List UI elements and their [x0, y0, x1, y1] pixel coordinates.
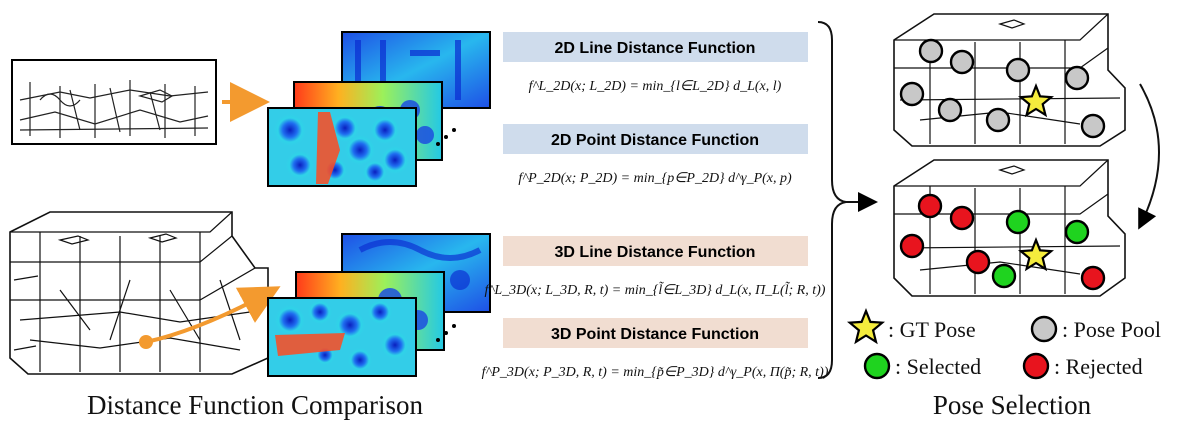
- svg-text:: GT Pose: : GT Pose: [888, 317, 976, 342]
- rejected-pose-marker: [899, 233, 925, 259]
- selected-pose-marker: [991, 263, 1017, 289]
- legend: : GT Pose : Pose Pool : Selected : Rejec…: [846, 308, 1161, 380]
- selected-pose-marker: [1005, 209, 1031, 235]
- function-2d-point: 2D Point Distance Function f^P_2D(x; P_2…: [503, 124, 808, 186]
- function-title: 3D Point Distance Function: [551, 326, 759, 343]
- 3d-line-map-sketch: [9, 211, 269, 375]
- 3d-distance-map-stack: [267, 233, 491, 377]
- arrow-right-icon: [145, 286, 281, 344]
- selected-pose-building: [893, 159, 1126, 297]
- gray-circle-icon: [1030, 315, 1058, 343]
- pose-pool-marker: [937, 97, 963, 123]
- caption-distance-function-comparison: Distance Function Comparison: [87, 390, 423, 420]
- function-formula: f^L_3D(x; L_3D, R, t) = min_{l̃∈L_3D} d_…: [485, 281, 826, 298]
- svg-text:: Pose Pool: : Pose Pool: [1062, 317, 1161, 342]
- function-formula: f^P_3D(x; P_3D, R, t) = min_{p̃∈P_3D} d^…: [482, 365, 829, 380]
- selected-pose-marker: [1064, 219, 1090, 245]
- pose-pool-building: [893, 13, 1126, 147]
- rejected-pose-marker: [917, 193, 943, 219]
- legend-pose-pool: : Pose Pool: [1030, 315, 1161, 343]
- panorama-line-sketch: [11, 59, 217, 145]
- function-title: 2D Line Distance Function: [555, 40, 756, 57]
- pose-pool-marker: [918, 38, 944, 64]
- svg-text:: Selected: : Selected: [895, 354, 981, 379]
- green-circle-icon: [863, 352, 891, 380]
- legend-selected: : Selected: [863, 352, 981, 380]
- gt-pose-star-icon: [1018, 83, 1054, 118]
- gt-pose-star-icon: [1018, 237, 1054, 272]
- function-3d-point: 3D Point Distance Function f^P_3D(x; P_3…: [482, 318, 829, 380]
- red-circle-icon: [1022, 352, 1050, 380]
- legend-gt-pose: : GT Pose: [846, 308, 976, 345]
- pose-pool-marker: [949, 49, 975, 75]
- function-formula: f^L_2D(x; L_2D) = min_{l∈L_2D} d_L(x, l): [529, 79, 782, 94]
- pose-pool-marker: [1064, 65, 1090, 91]
- legend-rejected: : Rejected: [1022, 352, 1143, 380]
- rejected-pose-marker: [965, 249, 991, 275]
- right-brace: [817, 21, 847, 379]
- curved-arrow-icon: [1138, 83, 1160, 230]
- svg-text:: Rejected: : Rejected: [1054, 354, 1143, 379]
- rejected-pose-marker: [1080, 265, 1106, 291]
- pose-pool-marker: [985, 107, 1011, 133]
- 2d-distance-map-stack: [267, 31, 491, 187]
- pose-pool-marker: [1080, 113, 1106, 139]
- function-title: 2D Point Distance Function: [551, 132, 759, 149]
- pose-pool-marker: [1005, 57, 1031, 83]
- rejected-pose-marker: [949, 205, 975, 231]
- function-2d-line: 2D Line Distance Function f^L_2D(x; L_2D…: [503, 32, 808, 94]
- function-3d-line: 3D Line Distance Function f^L_3D(x; L_3D…: [485, 236, 826, 298]
- function-title: 3D Line Distance Function: [555, 244, 756, 261]
- function-formula: f^P_2D(x; P_2D) = min_{p∈P_2D} d^γ_P(x, …: [518, 171, 792, 186]
- star-icon: [846, 308, 886, 345]
- pose-pool-marker: [899, 81, 925, 107]
- caption-pose-selection: Pose Selection: [933, 390, 1092, 420]
